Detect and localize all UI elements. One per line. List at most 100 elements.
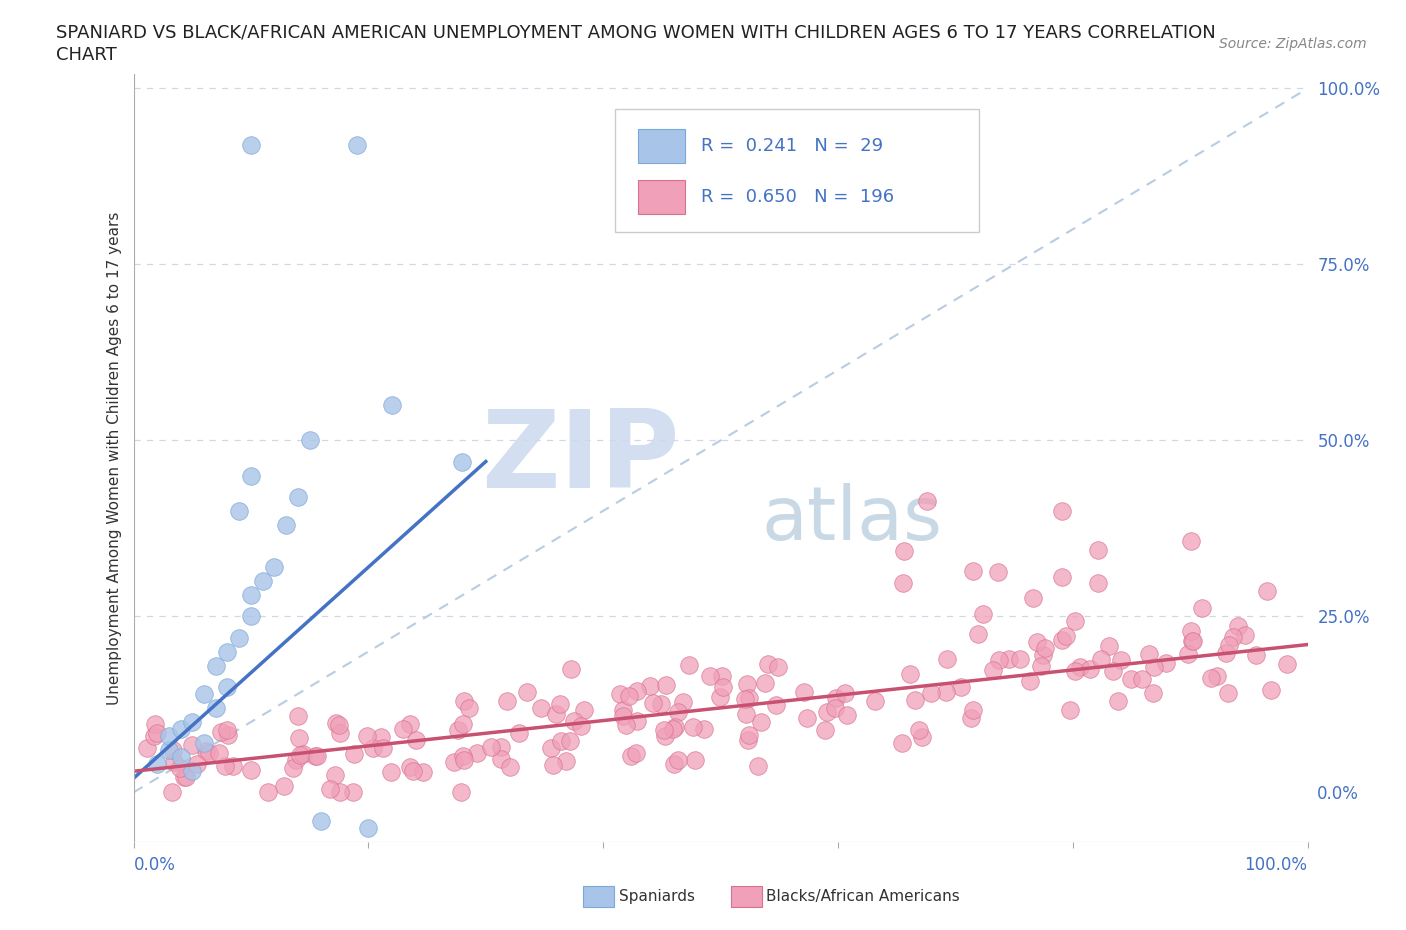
Point	[666, 752, 689, 767]
Point	[356, 728, 378, 743]
Point	[569, 718, 592, 733]
Point	[756, 657, 779, 671]
Point	[555, 753, 578, 768]
Point	[361, 740, 384, 755]
Point	[664, 720, 686, 735]
Point	[281, 760, 304, 775]
Point	[207, 746, 229, 761]
Point	[239, 468, 263, 483]
Point	[550, 734, 572, 749]
Point	[1143, 659, 1166, 674]
Point	[1102, 664, 1125, 679]
Point	[1191, 601, 1213, 616]
Point	[1222, 630, 1244, 644]
Point	[754, 675, 776, 690]
Point	[1111, 653, 1133, 668]
Point	[620, 749, 643, 764]
Point	[738, 690, 761, 705]
Point	[329, 785, 352, 800]
Point	[508, 725, 530, 740]
Point	[1256, 584, 1278, 599]
Point	[169, 760, 191, 775]
Point	[239, 588, 263, 603]
Point	[966, 627, 988, 642]
Point	[217, 644, 239, 659]
Point	[825, 690, 848, 705]
Point	[911, 729, 934, 744]
Point	[1107, 694, 1129, 709]
Point	[285, 752, 308, 767]
Point	[318, 781, 340, 796]
Point	[904, 692, 927, 707]
Point	[737, 733, 759, 748]
Point	[891, 576, 914, 591]
Point	[380, 764, 402, 779]
Point	[735, 676, 758, 691]
Point	[342, 785, 364, 800]
Point	[228, 631, 250, 645]
Point	[204, 658, 226, 673]
Point	[1177, 646, 1199, 661]
Point	[654, 728, 676, 743]
Point	[257, 785, 280, 800]
Point	[643, 695, 665, 710]
Point	[1201, 671, 1223, 685]
Point	[950, 679, 973, 694]
Point	[222, 758, 245, 773]
Point	[898, 667, 921, 682]
Point	[835, 707, 858, 722]
Point	[288, 748, 311, 763]
Point	[402, 764, 425, 778]
Point	[1029, 658, 1052, 673]
Point	[1010, 651, 1032, 666]
Text: R =  0.650   N =  196: R = 0.650 N = 196	[700, 188, 894, 206]
Point	[1260, 683, 1282, 698]
Point	[572, 702, 595, 717]
Point	[479, 739, 502, 754]
Point	[1025, 635, 1047, 650]
Point	[346, 138, 368, 153]
Point	[228, 503, 250, 518]
Point	[499, 759, 522, 774]
Point	[678, 658, 700, 672]
Point	[626, 713, 648, 728]
Point	[276, 517, 298, 532]
Point	[662, 757, 685, 772]
Point	[540, 740, 562, 755]
Point	[1063, 663, 1085, 678]
Point	[1182, 633, 1205, 648]
Point	[204, 700, 226, 715]
Point	[357, 820, 380, 835]
Point	[174, 769, 197, 784]
Point	[638, 679, 661, 694]
Point	[252, 574, 274, 589]
Point	[987, 565, 1010, 579]
Point	[617, 688, 640, 703]
Point	[1022, 591, 1045, 605]
Point	[662, 722, 685, 737]
Bar	[638, 180, 685, 214]
Point	[217, 723, 239, 737]
Point	[987, 652, 1010, 667]
Point	[311, 813, 333, 828]
Point	[529, 700, 551, 715]
Point	[325, 716, 347, 731]
Point	[614, 717, 637, 732]
Point	[546, 707, 568, 722]
Point	[143, 717, 166, 732]
Point	[240, 763, 263, 777]
Point	[495, 693, 517, 708]
Point	[893, 543, 915, 558]
Point	[328, 718, 350, 733]
Point	[412, 764, 434, 779]
Point	[273, 778, 295, 793]
Point	[195, 743, 218, 758]
FancyBboxPatch shape	[614, 109, 979, 232]
Point	[709, 689, 731, 704]
Point	[239, 609, 263, 624]
Point	[453, 694, 475, 709]
Text: atlas: atlas	[762, 483, 942, 556]
Point	[1244, 648, 1267, 663]
Point	[443, 754, 465, 769]
Point	[650, 697, 672, 711]
